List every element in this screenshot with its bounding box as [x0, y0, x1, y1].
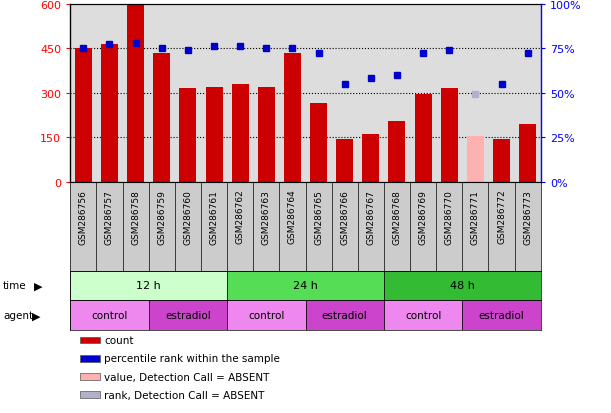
Bar — [79, 392, 100, 398]
Text: GSM286768: GSM286768 — [392, 189, 401, 244]
Bar — [180, 89, 196, 182]
Text: GSM286762: GSM286762 — [236, 189, 244, 244]
Bar — [205, 88, 222, 182]
Text: GSM286773: GSM286773 — [523, 189, 532, 244]
Bar — [384, 271, 541, 301]
Text: GSM286770: GSM286770 — [445, 189, 454, 244]
Bar — [336, 139, 353, 182]
Bar — [258, 88, 275, 182]
Text: GSM286758: GSM286758 — [131, 189, 140, 244]
Bar — [306, 301, 384, 330]
Text: ▶: ▶ — [32, 311, 40, 320]
Bar — [441, 89, 458, 182]
Text: ▶: ▶ — [34, 281, 42, 291]
Text: percentile rank within the sample: percentile rank within the sample — [104, 354, 280, 363]
Text: GSM286760: GSM286760 — [183, 189, 192, 244]
Text: GSM286772: GSM286772 — [497, 189, 506, 244]
Text: 12 h: 12 h — [136, 281, 161, 291]
Bar — [493, 139, 510, 182]
Text: count: count — [104, 335, 134, 345]
Bar — [232, 84, 249, 182]
Text: GSM286763: GSM286763 — [262, 189, 271, 244]
Bar — [463, 301, 541, 330]
Bar — [153, 53, 170, 182]
Bar — [79, 337, 100, 344]
Text: 48 h: 48 h — [450, 281, 475, 291]
Bar — [227, 271, 384, 301]
Bar — [227, 301, 306, 330]
Text: GSM286767: GSM286767 — [367, 189, 375, 244]
Text: estradiol: estradiol — [165, 311, 211, 320]
Text: agent: agent — [3, 311, 33, 320]
Bar — [75, 49, 92, 182]
Text: control: control — [91, 311, 128, 320]
Bar — [127, 5, 144, 182]
Text: GSM286756: GSM286756 — [79, 189, 88, 244]
Text: GSM286761: GSM286761 — [210, 189, 219, 244]
Text: value, Detection Call = ABSENT: value, Detection Call = ABSENT — [104, 372, 269, 382]
Text: estradiol: estradiol — [478, 311, 524, 320]
Bar — [310, 104, 327, 182]
Bar — [389, 121, 406, 182]
Text: GSM286771: GSM286771 — [471, 189, 480, 244]
Text: control: control — [405, 311, 441, 320]
Text: GSM286765: GSM286765 — [314, 189, 323, 244]
Text: GSM286766: GSM286766 — [340, 189, 349, 244]
Text: time: time — [3, 281, 27, 291]
Bar — [284, 53, 301, 182]
Text: GSM286769: GSM286769 — [419, 189, 428, 244]
Text: GSM286759: GSM286759 — [157, 189, 166, 244]
Bar — [70, 271, 227, 301]
Bar — [70, 301, 148, 330]
Text: estradiol: estradiol — [322, 311, 368, 320]
Bar — [519, 124, 536, 182]
Bar — [415, 95, 431, 182]
Bar — [384, 301, 463, 330]
Text: control: control — [248, 311, 285, 320]
Bar — [79, 373, 100, 380]
Text: rank, Detection Call = ABSENT: rank, Detection Call = ABSENT — [104, 390, 265, 400]
Bar — [148, 301, 227, 330]
Bar — [467, 136, 484, 182]
Bar — [79, 355, 100, 362]
Bar — [101, 45, 118, 182]
Text: GSM286764: GSM286764 — [288, 189, 297, 244]
Text: 24 h: 24 h — [293, 281, 318, 291]
Text: GSM286757: GSM286757 — [105, 189, 114, 244]
Bar — [362, 135, 379, 182]
